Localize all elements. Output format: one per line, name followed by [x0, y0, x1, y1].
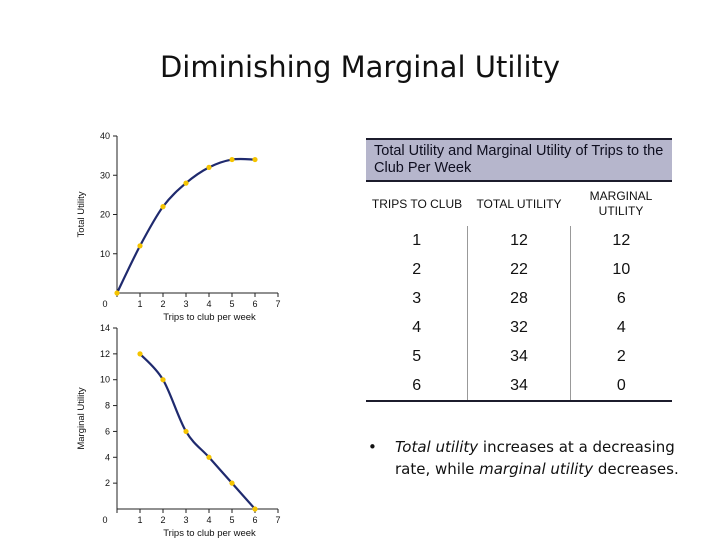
cell-total: 22 — [468, 255, 571, 284]
cell-trips: 5 — [366, 342, 469, 371]
total-utility-x-tick-label: 0 — [102, 299, 107, 309]
table-row: 5 34 2 — [366, 342, 672, 371]
cell-marginal: 12 — [612, 231, 631, 249]
marginal-utility-x-axis-title: Trips to club per week — [163, 528, 256, 539]
cell-marginal: 6 — [616, 289, 626, 307]
marginal-utility-data-point — [229, 480, 235, 486]
cell-trips: 1 — [366, 226, 469, 255]
marginal-utility-data-point — [137, 351, 143, 357]
header-marginal-utility: MARGINAL UTILITY — [589, 189, 653, 218]
utility-table: Total Utility and Marginal Utility of Tr… — [366, 138, 672, 402]
table-header-row: TRIPS TO CLUB TOTAL UTILITY MARGINAL UTI… — [366, 182, 672, 226]
marginal-utility-x-tick-label: 5 — [229, 515, 234, 525]
cell-total: 34 — [468, 342, 571, 371]
total-utility-series-line — [116, 157, 256, 294]
bullet-text-end: decreases. — [593, 460, 679, 478]
bullet-term-marginal-utility: marginal utility — [479, 460, 594, 478]
cell-total: 12 — [468, 226, 571, 255]
table-row: 4 32 4 — [366, 313, 672, 342]
marginal-utility-y-tick-label: 12 — [100, 349, 110, 359]
marginal-utility-data-point — [160, 377, 166, 383]
marginal-utility-y-tick-label: 2 — [105, 478, 110, 488]
total-utility-y-tick-label: 10 — [100, 249, 110, 259]
bullet-dot-icon: • — [368, 438, 377, 456]
bullet-term-total-utility: Total utility — [395, 438, 479, 456]
total-utility-data-point — [114, 290, 120, 296]
cell-marginal: 2 — [616, 347, 626, 365]
total-utility-data-point — [137, 243, 143, 249]
total-utility-x-tick-label: 7 — [275, 299, 280, 309]
marginal-utility-x-tick-label: 0 — [102, 515, 107, 525]
table-body: 1 12 12 2 22 10 3 28 6 4 32 4 5 34 2 6 3… — [366, 226, 672, 402]
cell-trips: 4 — [366, 313, 469, 342]
total-utility-x-tick-label: 5 — [229, 299, 234, 309]
marginal-utility-series-line — [139, 353, 256, 510]
marginal-utility-data-point — [183, 428, 189, 435]
cell-marginal: 0 — [616, 376, 626, 394]
cell-marginal: 4 — [616, 318, 626, 336]
cell-total: 34 — [468, 371, 571, 400]
marginal-utility-x-tick-label: 2 — [160, 515, 165, 525]
slide-title: Diminishing Marginal Utility — [159, 50, 561, 84]
total-utility-y-tick-label: 40 — [100, 131, 110, 141]
cell-trips: 6 — [366, 371, 469, 400]
header-total-utility: TOTAL UTILITY — [476, 196, 562, 211]
table-row: 1 12 12 — [366, 226, 672, 255]
bullet-text: Total utility increases at a decreasing … — [395, 436, 695, 480]
cell-marginal: 10 — [612, 260, 631, 278]
marginal-utility-x-tick-label: 3 — [183, 515, 188, 525]
table-row: 3 28 6 — [366, 284, 672, 313]
header-trips: TRIPS TO CLUB — [371, 196, 463, 211]
marginal-utility-x-tick-label: 1 — [137, 515, 142, 525]
total-utility-y-tick-label: 30 — [100, 170, 110, 180]
total-utility-data-point — [183, 180, 189, 186]
total-utility-data-point — [206, 164, 212, 170]
table-row: 2 22 10 — [366, 255, 672, 284]
total-utility-data-point — [229, 156, 235, 163]
total-utility-data-point — [252, 156, 258, 163]
table-title: Total Utility and Marginal Utility of Tr… — [366, 138, 672, 182]
total-utility-data-point — [160, 204, 166, 210]
total-utility-x-axis-title: Trips to club per week — [163, 312, 256, 323]
table-row: 6 34 0 — [366, 371, 672, 400]
marginal-utility-y-tick-label: 14 — [100, 323, 110, 333]
marginal-utility-data-point — [206, 454, 212, 460]
marginal-utility-x-tick-label: 4 — [206, 515, 211, 525]
marginal-utility-x-tick-label: 7 — [275, 515, 280, 525]
cell-trips: 3 — [366, 284, 469, 313]
marginal-utility-y-axis-title: Marginal Utility — [76, 387, 87, 450]
marginal-utility-y-tick-label: 10 — [100, 375, 110, 385]
marginal-utility-y-tick-label: 4 — [105, 452, 110, 462]
total-utility-x-tick-label: 2 — [160, 299, 165, 309]
total-utility-x-tick-label: 6 — [252, 299, 257, 309]
marginal-utility-y-tick-label: 6 — [105, 426, 110, 436]
total-utility-x-tick-label: 1 — [137, 299, 142, 309]
total-utility-y-axis-title: Total Utility — [76, 191, 87, 237]
marginal-utility-data-point — [252, 506, 258, 512]
total-utility-y-tick-label: 20 — [100, 210, 110, 220]
cell-trips: 2 — [366, 255, 469, 284]
marginal-utility-x-tick-label: 6 — [252, 515, 257, 525]
total-utility-x-tick-label: 4 — [206, 299, 211, 309]
bullet-text-middle: increases at a decreasing rate, while — [395, 438, 675, 478]
total-utility-x-tick-label: 3 — [183, 299, 188, 309]
cell-total: 32 — [468, 313, 571, 342]
cell-total: 28 — [468, 284, 571, 313]
marginal-utility-y-tick-label: 8 — [105, 401, 110, 411]
